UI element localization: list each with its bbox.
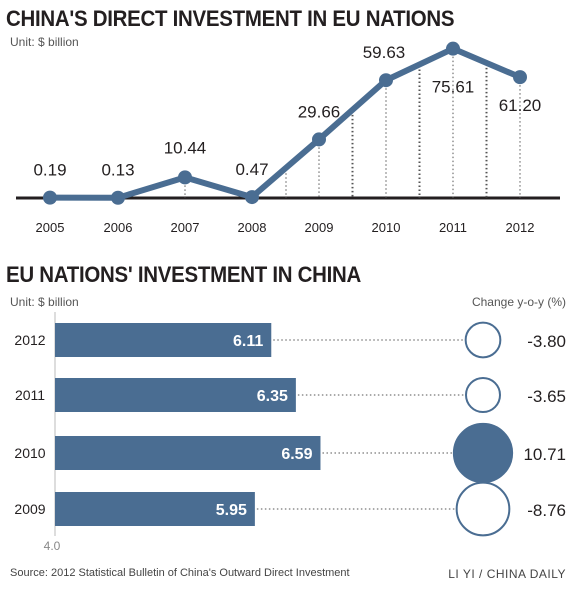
change-label: -3.80 — [527, 332, 566, 351]
bar-value-label: 6.11 — [233, 333, 263, 350]
x-tick-label: 2005 — [36, 220, 65, 235]
category-label: 2010 — [14, 445, 45, 461]
source-note: Source: 2012 Statistical Bulletin of Chi… — [10, 567, 350, 579]
data-point — [245, 190, 259, 205]
change-circle — [464, 321, 502, 359]
bar — [55, 378, 296, 412]
bar — [55, 323, 272, 357]
data-point — [43, 190, 57, 205]
data-point — [379, 73, 393, 88]
data-label: 0.47 — [235, 160, 268, 179]
category-label: 2012 — [14, 332, 45, 348]
line-chart-unit: Unit: $ billion — [10, 35, 79, 49]
data-point — [513, 70, 527, 85]
x-tick-label: 2010 — [372, 220, 401, 235]
data-label: 0.13 — [101, 161, 134, 180]
category-label: 2009 — [14, 501, 45, 517]
change-label: -8.76 — [527, 501, 566, 520]
bar — [55, 436, 321, 470]
bar-chart: 4.0 2012 6.11 -3.80 2011 6.35 -3.65 2010 6.59 10.… — [14, 312, 566, 553]
x-tick-label: 2009 — [305, 220, 334, 235]
change-label: -3.65 — [527, 387, 566, 406]
bar-value-label: 6.35 — [257, 388, 288, 405]
category-label: 2011 — [15, 387, 45, 403]
bar-value-label: 5.95 — [216, 502, 247, 519]
change-circle — [465, 377, 501, 413]
axis-start-label: 4.0 — [44, 539, 61, 553]
data-point — [178, 170, 192, 185]
x-tick-label: 2008 — [238, 220, 267, 235]
data-label: 0.19 — [33, 161, 66, 180]
change-circle — [455, 481, 511, 537]
line-chart-title: CHINA'S DIRECT INVESTMENT IN EU NATIONS — [6, 6, 455, 31]
x-tick-label: 2007 — [171, 220, 200, 235]
bar — [55, 492, 255, 526]
series-line — [49, 45, 522, 201]
data-label: 10.44 — [164, 138, 207, 157]
data-point — [111, 190, 125, 205]
x-tick-label: 2006 — [104, 220, 133, 235]
data-label: 59.63 — [363, 43, 406, 62]
data-label: 29.66 — [298, 102, 341, 121]
data-point — [312, 132, 326, 147]
bar-chart-title: EU NATIONS' INVESTMENT IN CHINA — [6, 262, 362, 287]
credit-line: LI YI / CHINA DAILY — [448, 567, 566, 581]
data-label: 75.61 — [432, 78, 475, 97]
change-circle — [452, 422, 514, 484]
x-tick-label: 2011 — [439, 220, 467, 235]
bar-value-label: 6.59 — [281, 446, 312, 463]
change-label: 10.71 — [523, 445, 566, 464]
line-chart: 0.19 0.13 10.44 0.47 29.66 59.63 75.61 61.20 200… — [16, 41, 560, 235]
x-tick-label: 2012 — [506, 220, 535, 235]
change-header: Change y-o-y (%) — [471, 295, 566, 309]
data-label: 61.20 — [499, 96, 542, 115]
bar-chart-unit: Unit: $ billion — [10, 295, 79, 309]
data-point — [446, 41, 460, 56]
